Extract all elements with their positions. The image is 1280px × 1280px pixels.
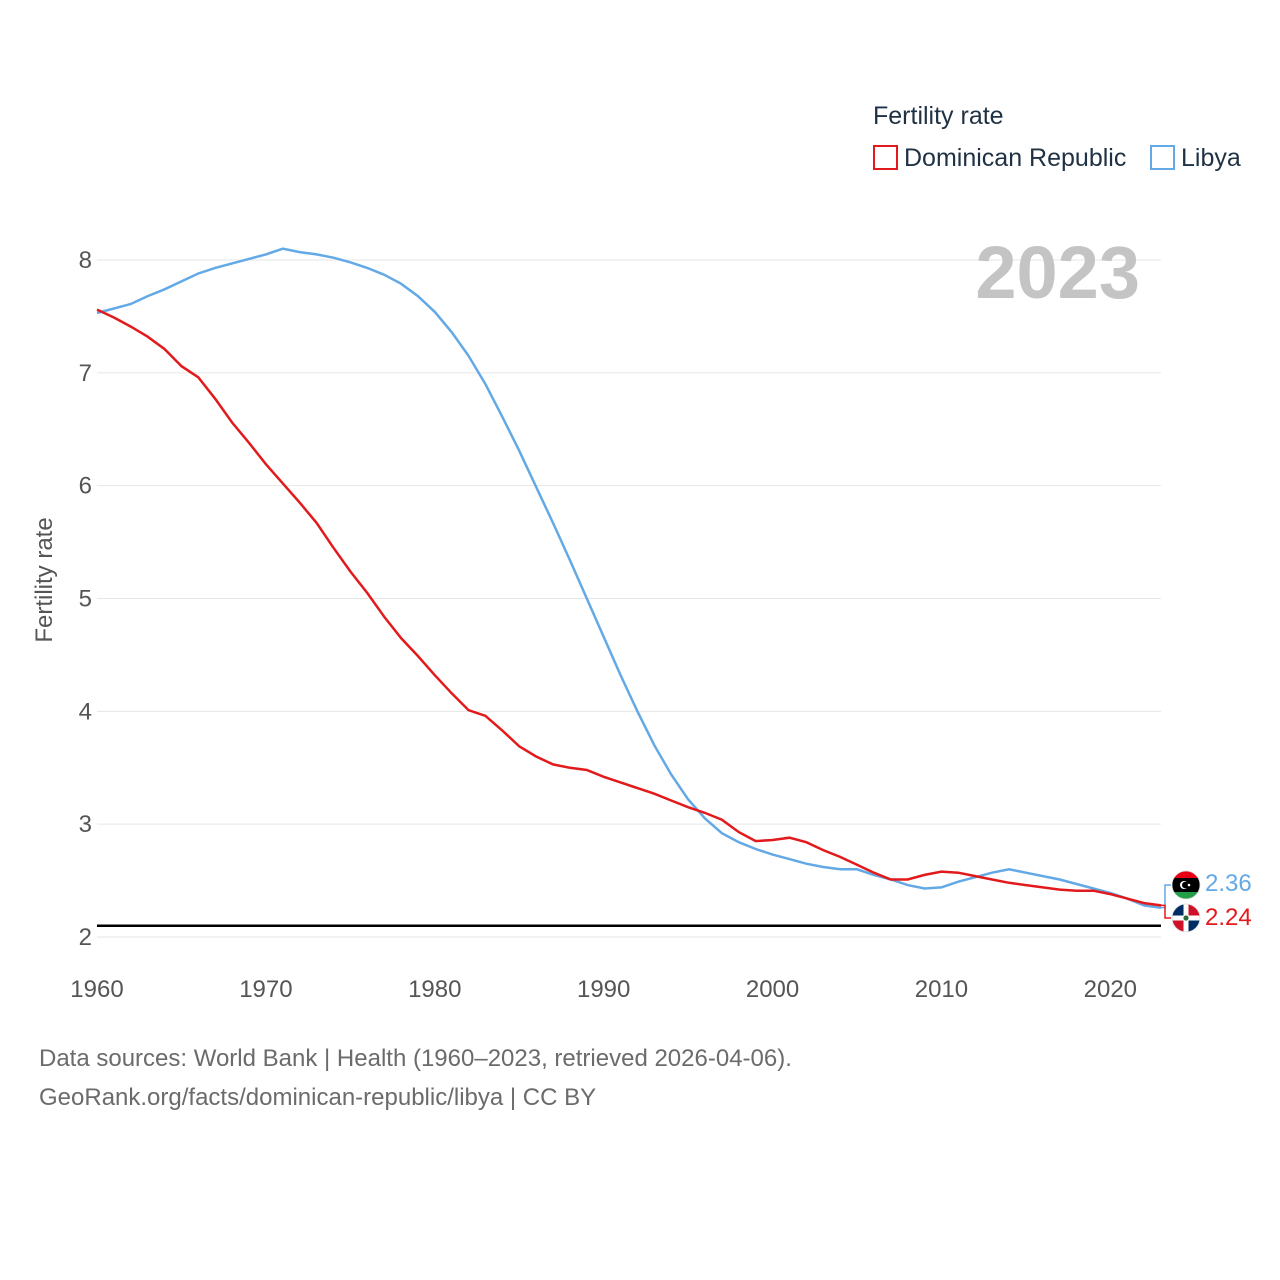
x-tick-label: 1990: [577, 976, 630, 1003]
end-connector-libya: [1161, 884, 1171, 909]
end-label-libya: 2.36: [1205, 870, 1252, 897]
legend-swatch-libya[interactable]: [1150, 145, 1175, 170]
y-tick-label: 4: [79, 698, 92, 725]
y-tick-label: 3: [79, 811, 92, 838]
x-tick-label: 2000: [746, 976, 799, 1003]
legend-swatch-dominican-republic[interactable]: [873, 145, 898, 170]
x-tick-label: 1980: [408, 976, 461, 1003]
flag-libya-icon: [1172, 871, 1200, 899]
x-tick-label: 1970: [239, 976, 292, 1003]
y-tick-label: 5: [79, 586, 92, 613]
x-axis-ticks: 1960 1970 1980 1990 2000 2010 2020: [70, 976, 1137, 1003]
legend-title: Fertility rate: [873, 102, 1004, 130]
y-tick-label: 2: [79, 924, 92, 951]
y-tick-label: 8: [79, 247, 92, 274]
end-label-dominican-republic: 2.24: [1205, 904, 1252, 931]
y-tick-label: 6: [79, 473, 92, 500]
x-tick-label: 1960: [70, 976, 123, 1003]
gridlines: [97, 259, 1161, 938]
flag-dominican-republic-icon: [1172, 904, 1200, 932]
data-source-text: Data sources: World Bank | Health (1960–…: [39, 1045, 792, 1072]
end-connector-dominican-republic: [1161, 904, 1171, 919]
legend: Fertility rate Dominican Republic Libya: [873, 102, 1241, 172]
legend-label-dominican-republic[interactable]: Dominican Republic: [904, 144, 1126, 172]
y-tick-label: 7: [79, 360, 92, 387]
series-line-dominican-republic[interactable]: [96, 308, 1162, 907]
source-url-text[interactable]: GeoRank.org/facts/dominican-republic/lib…: [39, 1084, 597, 1111]
legend-label-libya[interactable]: Libya: [1181, 144, 1241, 172]
x-tick-label: 2020: [1084, 976, 1137, 1003]
series-line-libya[interactable]: [96, 247, 1162, 909]
y-axis-ticks: 2 3 4 5 6 7 8: [79, 247, 92, 951]
year-label: 2023: [975, 231, 1140, 314]
y-axis-title: Fertility rate: [31, 517, 58, 642]
x-tick-label: 2010: [915, 976, 968, 1003]
